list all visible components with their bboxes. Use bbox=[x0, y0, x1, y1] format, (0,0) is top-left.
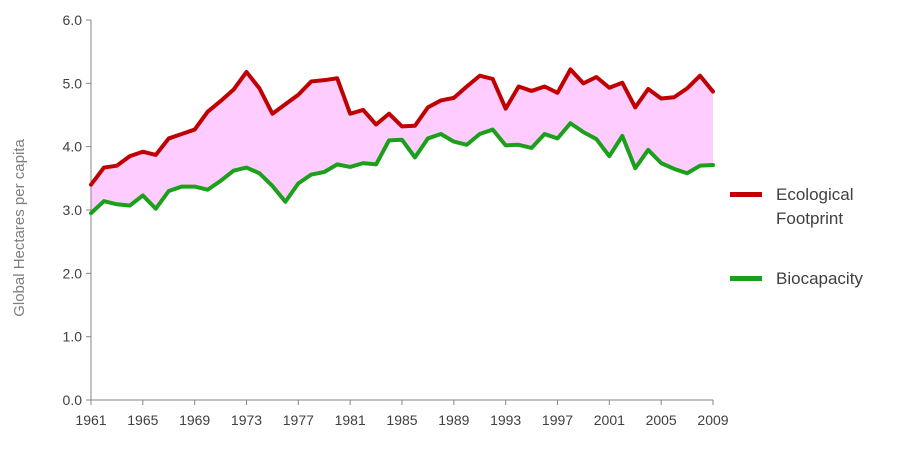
legend: Ecological Footprint Biocapacity bbox=[730, 183, 910, 327]
legend-swatch-biocapacity bbox=[730, 276, 762, 281]
legend-swatch-ecological-footprint bbox=[730, 192, 762, 197]
y-tick-label: 1.0 bbox=[63, 329, 83, 345]
x-tick-label: 1985 bbox=[386, 412, 417, 428]
y-tick-label: 0.0 bbox=[63, 392, 83, 408]
gap-fill-area bbox=[91, 69, 713, 214]
x-tick-label: 1973 bbox=[231, 412, 262, 428]
x-tick-label: 1993 bbox=[490, 412, 521, 428]
y-axis-title-group: Global Hectares per capita bbox=[11, 139, 28, 317]
y-tick-label: 5.0 bbox=[63, 75, 83, 91]
series-layer bbox=[89, 67, 715, 216]
y-tick-label: 3.0 bbox=[63, 202, 83, 218]
series-line-biocapacity bbox=[89, 121, 715, 216]
y-tick-label: 2.0 bbox=[63, 265, 83, 281]
x-tick-label: 2005 bbox=[646, 412, 677, 428]
x-tick-label: 1981 bbox=[335, 412, 366, 428]
gap-fill-layer bbox=[91, 69, 713, 214]
x-tick-label: 1977 bbox=[283, 412, 314, 428]
legend-item-biocapacity: Biocapacity bbox=[730, 267, 910, 291]
x-tick-label: 1961 bbox=[75, 412, 106, 428]
legend-label-biocapacity: Biocapacity bbox=[776, 269, 863, 288]
legend-label-ecological-footprint: Ecological Footprint bbox=[776, 185, 854, 228]
y-tick-label: 4.0 bbox=[63, 139, 83, 155]
x-tick-label: 1965 bbox=[127, 412, 158, 428]
x-tick-label: 2009 bbox=[697, 412, 728, 428]
y-tick-label: 6.0 bbox=[63, 12, 83, 28]
tick-label-layer: 0.0 1.0 2.0 3.0 4.0 5.0 6.0 1961 1965 1969 1973 197… bbox=[63, 12, 729, 428]
x-tick-label: 1997 bbox=[542, 412, 573, 428]
x-tick-label: 1969 bbox=[179, 412, 210, 428]
y-axis-title: Global Hectares per capita bbox=[11, 139, 28, 317]
legend-item-ecological-footprint: Ecological Footprint bbox=[730, 183, 910, 231]
series-line-ecological-footprint bbox=[89, 67, 715, 187]
x-tick-label: 2001 bbox=[594, 412, 625, 428]
axes-layer bbox=[86, 19, 714, 405]
x-tick-label: 1989 bbox=[438, 412, 469, 428]
